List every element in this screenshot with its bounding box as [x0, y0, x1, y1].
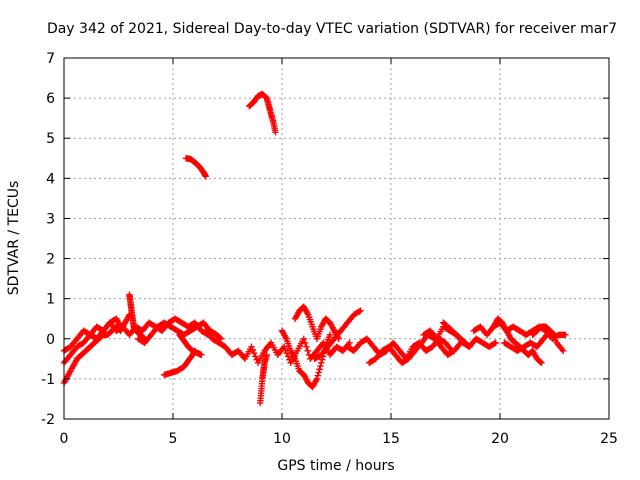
- y-tick-label: 4: [46, 171, 55, 187]
- data-point: [355, 308, 363, 315]
- series-arc-18: [440, 319, 473, 350]
- x-tick-label: 0: [60, 431, 69, 447]
- data-point: [198, 351, 205, 359]
- chart-title: Day 342 of 2021, Sidereal Day-to-day VTE…: [47, 21, 617, 37]
- x-tick-label: 10: [273, 431, 291, 447]
- data-point: [272, 129, 279, 136]
- x-tick-label: 15: [382, 431, 400, 447]
- data-point: [248, 343, 255, 350]
- axis-ticks: [63, 57, 610, 420]
- data-point: [326, 331, 334, 338]
- data-points: [60, 90, 569, 407]
- data-point: [357, 307, 364, 314]
- x-tick-label: 20: [491, 431, 509, 447]
- data-point: [313, 375, 321, 383]
- y-tick-label: 7: [46, 51, 55, 67]
- series-arc-13: [291, 303, 342, 342]
- data-point: [465, 342, 472, 350]
- y-tick-label: -1: [41, 372, 55, 388]
- data-point: [562, 331, 569, 338]
- data-point: [466, 343, 473, 350]
- data-point: [318, 359, 325, 367]
- series-arc-12: [278, 327, 334, 391]
- x-axis-label: GPS time / hours: [277, 458, 394, 474]
- data-point: [282, 346, 289, 354]
- data-point: [303, 343, 310, 350]
- data-point: [202, 173, 209, 180]
- data-point: [314, 372, 321, 379]
- x-tick-label: 5: [169, 431, 178, 447]
- plot-frame: [63, 57, 610, 420]
- x-tick-label: 25: [600, 431, 618, 447]
- data-point: [284, 353, 292, 360]
- data-point: [492, 339, 499, 346]
- data-point: [252, 353, 259, 360]
- series-arc-21: [501, 327, 567, 355]
- grid-lines: [64, 58, 609, 419]
- series-arc-5: [134, 319, 225, 346]
- data-point: [300, 335, 307, 342]
- y-tick-label: 1: [46, 292, 55, 308]
- y-tick-label: 0: [46, 332, 55, 348]
- data-point: [304, 347, 311, 355]
- series-arc-22: [529, 323, 558, 338]
- y-tick-label: -2: [41, 412, 55, 428]
- y-tick-labels: -2 -1 0 1 2 3 4 5 6 7: [41, 51, 55, 428]
- y-tick-label: 6: [46, 91, 55, 107]
- data-point: [537, 358, 544, 366]
- data-point: [250, 350, 258, 357]
- data-point: [301, 339, 309, 346]
- series-arc-4: [126, 291, 148, 342]
- series-arc-2: [60, 311, 133, 387]
- data-point: [346, 339, 353, 346]
- y-axis-label: SDTVAR / TECUs: [6, 181, 22, 296]
- data-point: [550, 330, 557, 338]
- data-point: [280, 343, 288, 350]
- series-arc-20: [490, 315, 545, 367]
- series-arc-8: [182, 155, 209, 180]
- data-point: [117, 323, 124, 330]
- data-point: [317, 362, 324, 370]
- data-point: [217, 335, 225, 342]
- x-tick-labels: 0 5 10 15 20 25: [60, 431, 618, 447]
- data-point: [315, 369, 322, 376]
- data-point: [560, 347, 567, 355]
- data-point: [316, 366, 323, 373]
- series-arc-14: [311, 307, 364, 363]
- data-point: [318, 356, 326, 363]
- series-arc-9: [246, 90, 279, 136]
- series-arc-11: [257, 351, 270, 407]
- y-tick-label: 3: [46, 211, 55, 227]
- y-tick-label: 2: [46, 252, 55, 268]
- data-point: [216, 334, 224, 342]
- data-point: [551, 331, 558, 338]
- data-point: [491, 340, 498, 347]
- data-point: [263, 351, 270, 359]
- data-point: [249, 346, 256, 354]
- series-arc-16: [366, 331, 464, 367]
- data-point: [538, 359, 545, 367]
- series-arc-7: [176, 331, 205, 359]
- y-tick-label: 5: [46, 131, 55, 147]
- data-point: [283, 350, 290, 357]
